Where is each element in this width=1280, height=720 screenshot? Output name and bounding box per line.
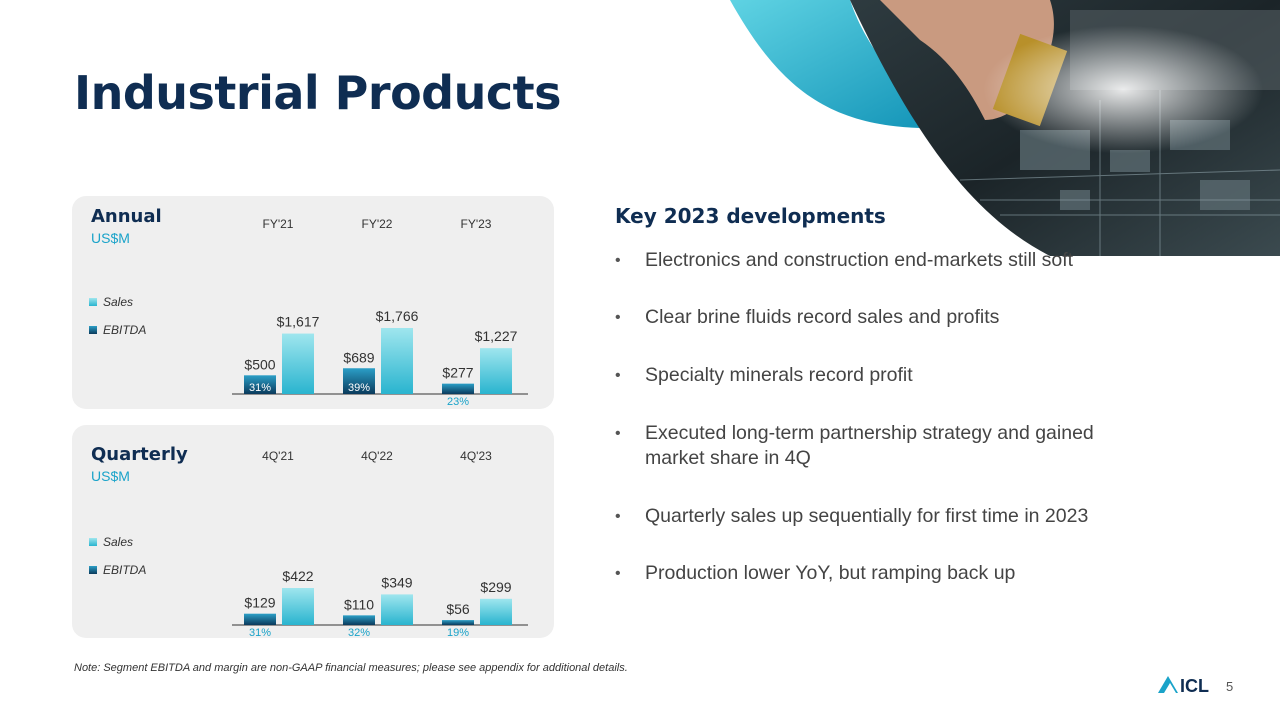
svg-text:ICL: ICL (1180, 676, 1209, 695)
page-title: Industrial Products (74, 66, 562, 120)
bullet-icon: • (615, 309, 621, 326)
annual-unit: US$M (91, 230, 130, 246)
hero-circuit-image (720, 0, 1280, 256)
quarterly-chart-panel: Quarterly US$M Sales EBITDA 4Q'21 $129 $42… (72, 425, 554, 638)
annual-chart-panel: Annual US$M Sales EBITDA FY'21 $500 $1,617… (72, 196, 554, 409)
category-label: FY'23 (461, 217, 492, 231)
sales-value-label: $422 (282, 568, 313, 584)
quarterly-legend-sales: Sales (89, 535, 133, 549)
bullet-icon: • (615, 367, 621, 384)
sales-bar (282, 588, 314, 625)
ebitda-value-label: $129 (244, 595, 275, 611)
category-label: FY'21 (263, 217, 294, 231)
sales-bar (480, 598, 512, 625)
annual-legend-ebitda: EBITDA (89, 323, 146, 337)
ebitda-bar (343, 615, 375, 625)
sales-value-label: $349 (381, 574, 412, 590)
sales-swatch-icon (89, 538, 97, 546)
margin-label: 32% (348, 627, 370, 638)
sales-bar (381, 328, 413, 394)
category-label: 4Q'22 (361, 449, 393, 463)
sales-value-label: $299 (480, 579, 511, 595)
ebitda-swatch-icon (89, 326, 97, 334)
ebitda-swatch-icon (89, 566, 97, 574)
annual-bar-chart: FY'21 $500 $1,617 31% FY'22 $689 $1,766 39% FY'2… (232, 217, 528, 408)
quarterly-bar-chart: 4Q'21 $129 $422 31% 4Q'22 $110 $349 32% 4Q'23 $56… (232, 449, 528, 638)
sales-value-label: $1,617 (277, 314, 320, 330)
ebitda-value-label: $500 (244, 356, 275, 372)
margin-label: 19% (447, 627, 469, 638)
quarterly-title: Quarterly (91, 444, 188, 465)
development-item: • Quarterly sales up sequentially for fir… (615, 505, 1089, 527)
margin-label: 39% (348, 382, 370, 394)
bullet-icon: • (615, 425, 621, 442)
annual-title: Annual (91, 206, 162, 227)
ebitda-bar (244, 375, 276, 394)
ebitda-value-label: $277 (442, 365, 473, 381)
ebitda-bar (244, 613, 276, 625)
development-item: • Specialty minerals record profit (615, 364, 913, 386)
quarterly-unit: US$M (91, 468, 130, 484)
ebitda-bar (442, 383, 474, 394)
sales-value-label: $1,227 (475, 328, 518, 344)
sales-swatch-icon (89, 298, 97, 306)
development-item: • Electronics and construction end-market… (615, 249, 1074, 271)
development-item: • Clear brine fluids record sales and pro… (615, 306, 1000, 328)
bullet-icon: • (615, 508, 621, 525)
ebitda-value-label: $110 (344, 596, 374, 612)
page-number: 5 (1226, 679, 1234, 694)
margin-label: 31% (249, 382, 271, 394)
category-label: 4Q'23 (460, 449, 492, 463)
icl-logo: ICL (1158, 676, 1209, 695)
category-label: FY'22 (362, 217, 393, 231)
quarterly-legend-ebitda: EBITDA (89, 563, 146, 577)
bullet-icon: • (615, 565, 621, 582)
sales-bar (282, 333, 314, 394)
margin-label: 31% (249, 627, 271, 638)
category-label: 4Q'21 (262, 449, 294, 463)
sales-bar (480, 348, 512, 394)
developments-title: Key 2023 developments (615, 204, 886, 228)
bullet-icon: • (615, 252, 621, 269)
ebitda-bar (343, 368, 375, 394)
ebitda-value-label: $689 (343, 349, 374, 365)
ebitda-value-label: $56 (446, 601, 470, 617)
annual-legend-sales: Sales (89, 295, 133, 309)
ebitda-bar (442, 620, 474, 625)
sales-value-label: $1,766 (376, 308, 419, 324)
development-item: • Production lower YoY, but ramping back … (615, 562, 1016, 584)
sales-bar (381, 594, 413, 625)
development-item: • Executed long-term partnership strategy… (615, 422, 1094, 469)
margin-label: 23% (447, 396, 469, 408)
footnote: Note: Segment EBITDA and margin are non-… (74, 662, 628, 674)
